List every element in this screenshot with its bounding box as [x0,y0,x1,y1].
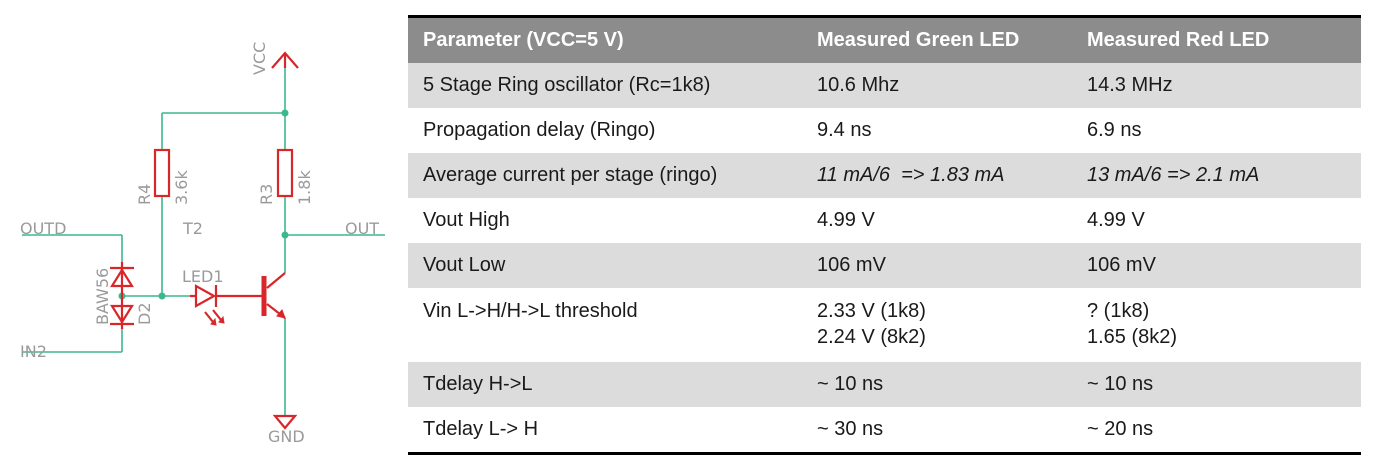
outd-label: OUTD [20,219,66,238]
cell-parameter: 5 Stage Ring oscillator (Rc=1k8) [423,74,711,96]
table-row: Vout Low 106 mV 106 mV [408,243,1361,288]
out-label: OUT [345,219,379,238]
cell-red: 6.9 ns [1087,119,1142,141]
header-green-led: Measured Green LED [817,29,1020,51]
led1-label: LED1 [182,267,224,286]
table-bottom-rule [408,452,1361,455]
cell-green: 10.6 Mhz [817,74,900,96]
resistor-r4 [153,148,171,198]
gnd-symbol [272,414,298,430]
table-row: Tdelay L-> H ~ 30 ns ~ 20 ns [408,407,1361,452]
cell-parameter: Average current per stage (ringo) [423,164,718,186]
cell-parameter: Vout High [423,209,510,231]
junction-dot [158,292,166,300]
diode-baw56 [110,262,134,329]
cell-red: 106 mV [1087,254,1156,276]
cell-red: ? (1k8) 1.65 (8k2) [1087,300,1178,348]
d2-label: D2 [135,303,154,326]
r3-value: 1.8k [295,170,314,205]
baw56-label: BAW56 [93,268,112,325]
cell-green: 2.33 V (1k8) 2.24 V (8k2) [817,300,926,348]
cell-parameter: Vout Low [423,254,506,276]
circuit-schematic: VCC R4 3.6k R3 1.8k T2 OUT OUTD IN2 BAW [20,42,385,446]
cell-parameter: Vin L->H/H->L threshold [423,300,638,322]
t2-label: T2 [182,219,203,238]
table-row: Vin L->H/H->L threshold 2.33 V (1k8) 2.2… [408,288,1361,362]
wires [22,68,385,416]
table-row: Tdelay H->L ~ 10 ns ~ 10 ns [408,362,1361,407]
table-top-rule [408,15,1361,18]
cell-green: 11 mA/6 => 1.83 mA [817,164,1005,186]
cell-red: 13 mA/6 => 2.1 mA [1087,164,1260,186]
table-row: 5 Stage Ring oscillator (Rc=1k8) 10.6 Mh… [408,63,1361,108]
cell-red: 14.3 MHz [1087,74,1173,96]
header-red-led: Measured Red LED [1087,29,1270,51]
cell-red: ~ 10 ns [1087,373,1154,395]
r4-name: R4 [135,184,154,205]
junction-dot [281,231,289,239]
resistor-r3 [276,148,294,198]
cell-red: ~ 20 ns [1087,418,1154,440]
table-row: Propagation delay (Ringo) 9.4 ns 6.9 ns [408,108,1361,153]
cell-parameter: Tdelay L-> H [423,418,539,440]
gnd-label: GND [268,427,305,446]
cell-green: ~ 30 ns [817,418,884,440]
cell-green: 4.99 V [817,209,875,231]
cell-parameter: Propagation delay (Ringo) [423,119,656,141]
cell-green: 9.4 ns [817,119,872,141]
header-parameter: Parameter (VCC=5 V) [423,29,624,51]
in2-label: IN2 [20,342,47,361]
transistor-t2 [261,272,286,319]
cell-red: 4.99 V [1087,209,1145,231]
vcc-label: VCC [250,42,269,75]
cell-parameter: Tdelay H->L [423,373,533,395]
table-row: Vout High 4.99 V 4.99 V [408,198,1361,243]
r3-name: R3 [257,184,276,205]
r4-value: 3.6k [172,170,191,205]
table-header-row: Parameter (VCC=5 V) Measured Green LED M… [408,18,1361,63]
parameter-table: Parameter (VCC=5 V) Measured Green LED M… [408,15,1361,455]
junction-dot [281,109,289,117]
cell-green: 106 mV [817,254,886,276]
led-symbol [190,284,262,326]
table-row: Average current per stage (ringo) 11 mA/… [408,153,1361,198]
vcc-symbol [271,51,299,69]
cell-green: ~ 10 ns [817,373,884,395]
